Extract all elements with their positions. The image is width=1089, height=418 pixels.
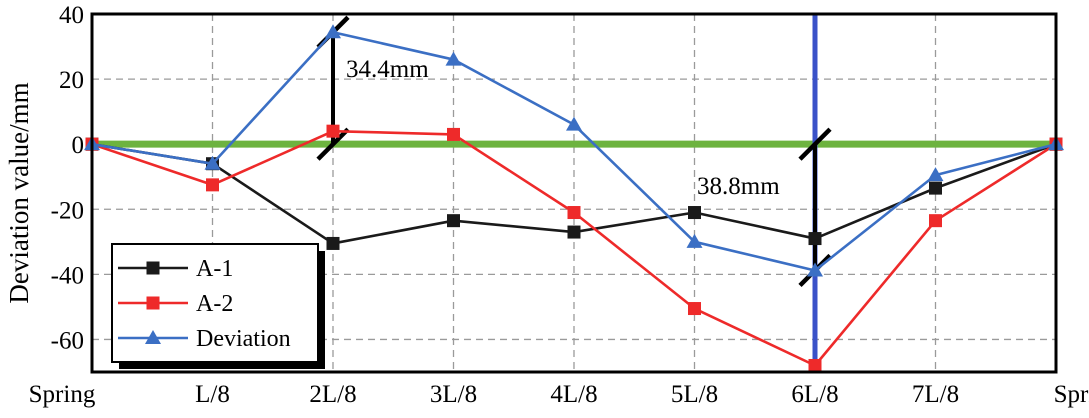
x-tick-label: Spring [1054,381,1089,408]
y-tick-labels: 40 20 0 -20 -40 -60 [51,2,84,354]
x-tick-label: 5L/8 [671,381,718,408]
y-tick-label: -20 [51,197,84,224]
y-axis-title: Deviation value/mm [4,82,34,303]
data-point-square [929,214,942,228]
x-tick-labels: Spring L/8 2L/8 3L/8 4L/8 5L/8 6L/8 7L/8 Spring [29,381,1089,408]
data-point-square [688,206,701,220]
dimension-tick [798,127,832,161]
y-tick-label: -40 [51,262,84,289]
x-tick-label: L/8 [195,381,230,408]
x-tick-label: 6L/8 [791,381,838,408]
legend-label: A-2 [196,291,233,317]
legend-marker-square [146,261,160,275]
legend-marker-square [146,296,160,310]
data-point-square [447,214,460,228]
data-point-square [567,225,581,239]
data-point-square [808,358,822,372]
data-point-triangle [204,155,221,170]
data-point-square [929,181,942,195]
data-point-square [326,236,340,250]
data-point-triangle [445,51,462,66]
y-tick-label: 0 [72,132,85,159]
legend: A-1 A-2 Deviation [111,243,325,369]
annotation-label: 38.8mm [697,173,780,200]
x-tick-label: 3L/8 [430,381,477,408]
data-point-square [567,206,581,220]
data-point-triangle [807,262,823,277]
plot-frame [90,12,1058,374]
legend-label: A-1 [196,256,233,282]
legend-marker-triangle [145,330,161,344]
data-point-square [808,232,822,246]
x-tick-label: 4L/8 [550,381,597,408]
data-point-triangle [927,167,944,182]
data-point-square [688,302,701,316]
annotation-label: 34.4mm [346,56,429,83]
dimension-tick [316,127,350,161]
x-tick-label: 2L/8 [309,381,356,408]
y-tick-label: -60 [51,327,84,354]
data-point-triangle [566,116,582,131]
x-tick-label: Spring [29,381,96,408]
legend-label: Deviation [196,326,291,352]
x-tick-label: 7L/8 [912,381,959,408]
data-point-triangle [325,24,341,39]
data-point-triangle [686,233,703,248]
data-point-square [326,124,340,138]
data-point-square [206,178,219,192]
y-tick-label: 20 [59,67,84,94]
data-point-square [447,127,460,141]
y-tick-label: 40 [59,2,84,29]
